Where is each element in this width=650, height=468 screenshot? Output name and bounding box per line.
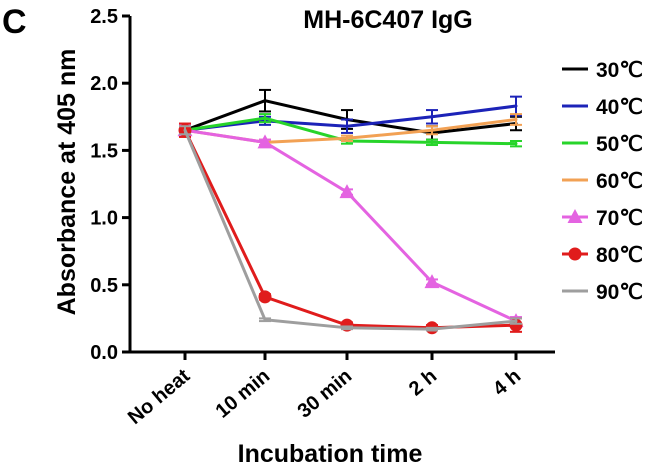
axes: 0.0 0.5 1.0 1.5 2.0 2.5 No heat 10 min 30 min 2 h… bbox=[90, 6, 555, 429]
legend-marker bbox=[568, 247, 582, 261]
data-point bbox=[345, 124, 349, 128]
panel-letter: C bbox=[2, 3, 27, 41]
data-point bbox=[263, 116, 267, 120]
series-layer bbox=[177, 88, 524, 335]
legend-entry: 50℃ bbox=[562, 133, 643, 156]
legend-entry: 80℃ bbox=[562, 244, 643, 267]
x-axis-label: Incubation time bbox=[238, 440, 423, 468]
legend: 30℃ 40℃ 50℃ 60℃ 70℃ 80℃ 90℃ bbox=[562, 59, 643, 304]
legend-label: 90℃ bbox=[596, 281, 643, 304]
x-tick-label: 10 min bbox=[212, 365, 275, 423]
legend-label: 70℃ bbox=[596, 207, 643, 230]
legend-entry: 60℃ bbox=[562, 170, 643, 193]
data-point bbox=[183, 128, 187, 132]
data-point bbox=[345, 136, 349, 140]
data-point bbox=[514, 319, 518, 323]
y-tick-label: 0.5 bbox=[90, 275, 118, 297]
legend-label: 40℃ bbox=[596, 96, 643, 119]
data-point bbox=[514, 104, 518, 108]
series-line bbox=[184, 116, 517, 146]
data-point bbox=[430, 128, 434, 132]
legend-entry: 30℃ bbox=[562, 59, 643, 82]
data-point bbox=[263, 99, 267, 103]
legend-label: 80℃ bbox=[596, 244, 643, 267]
series-80c bbox=[178, 122, 523, 335]
x-tick-label: 4 h bbox=[489, 365, 525, 400]
x-tick-label: No heat bbox=[124, 365, 195, 429]
legend-entry: 70℃ bbox=[562, 207, 643, 230]
legend-marker bbox=[567, 209, 583, 223]
data-point bbox=[263, 318, 267, 322]
data-point bbox=[257, 134, 273, 149]
legend-entry: 90℃ bbox=[562, 281, 643, 304]
x-tick-label: 2 h bbox=[405, 365, 441, 400]
y-tick-label: 1.5 bbox=[90, 140, 118, 162]
data-point bbox=[514, 117, 518, 121]
data-point bbox=[430, 115, 434, 119]
chart-title: MH-6C407 IgG bbox=[303, 6, 472, 34]
x-tick-label: 30 min bbox=[294, 365, 357, 423]
data-point bbox=[424, 274, 440, 289]
data-point bbox=[339, 184, 355, 199]
series-line bbox=[184, 128, 517, 323]
y-tick-label: 0.0 bbox=[90, 342, 118, 364]
y-tick-label: 2.0 bbox=[90, 73, 118, 95]
y-tick-label: 2.5 bbox=[90, 6, 118, 28]
data-point bbox=[345, 326, 349, 330]
legend-label: 30℃ bbox=[596, 59, 643, 82]
data-point bbox=[258, 290, 272, 304]
y-axis-label: Absorbance at 405 nm bbox=[53, 49, 81, 316]
legend-label: 50℃ bbox=[596, 133, 643, 156]
legend-label: 60℃ bbox=[596, 170, 643, 193]
y-tick-label: 1.0 bbox=[90, 208, 118, 230]
data-point bbox=[430, 327, 434, 331]
data-point bbox=[514, 142, 518, 146]
data-point bbox=[430, 140, 434, 144]
series-90c bbox=[179, 125, 522, 332]
legend-entry: 40℃ bbox=[562, 96, 643, 119]
